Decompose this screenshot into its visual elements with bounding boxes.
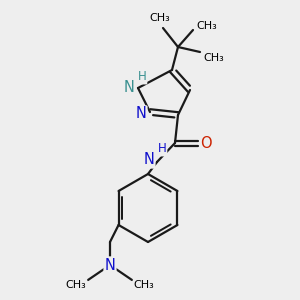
Text: CH₃: CH₃: [150, 13, 170, 23]
Text: CH₃: CH₃: [134, 280, 154, 290]
Text: CH₃: CH₃: [196, 21, 218, 31]
Text: N: N: [144, 152, 154, 167]
Text: H: H: [158, 142, 166, 155]
Text: H: H: [138, 70, 146, 83]
Text: N: N: [105, 257, 116, 272]
Text: N: N: [124, 80, 134, 95]
Text: O: O: [200, 136, 212, 151]
Text: CH₃: CH₃: [66, 280, 86, 290]
Text: N: N: [136, 106, 146, 122]
Text: CH₃: CH₃: [204, 53, 224, 63]
